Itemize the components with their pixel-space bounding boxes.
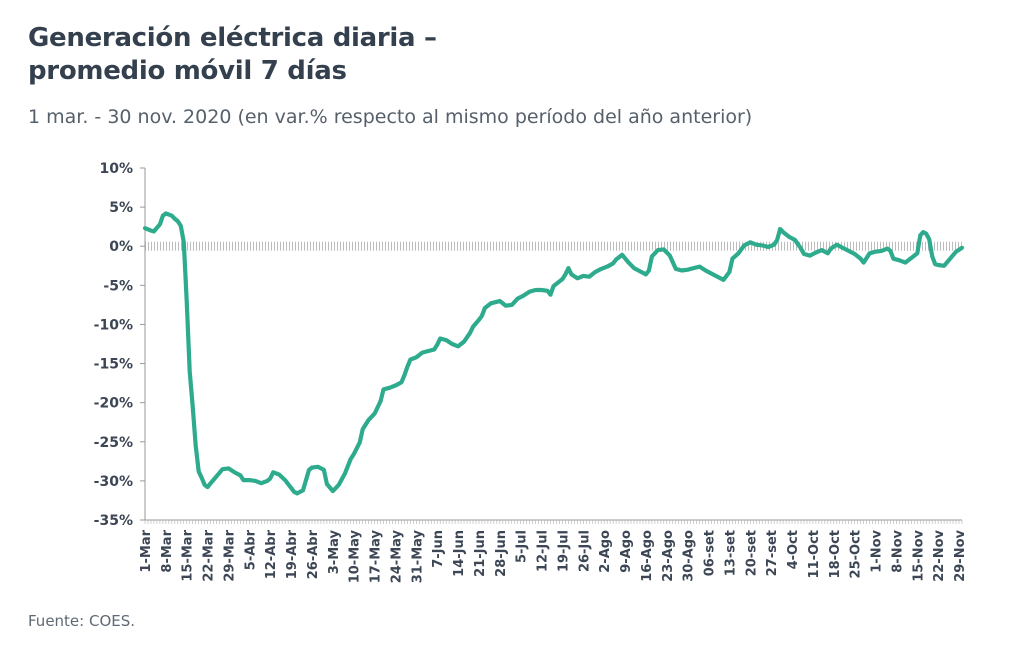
x-tick-label: 20-set	[744, 530, 759, 576]
x-tick-label: 13-set	[723, 530, 738, 576]
x-tick-label: 3-May	[327, 529, 342, 574]
x-tick-label: 4-Oct	[786, 530, 801, 569]
x-axis: 1-Mar 8-Mar 15-Mar 22-Mar 29-Mar 5-Abr 12-Abr 1…	[139, 519, 968, 583]
x-tick-label: 22-Mar	[202, 529, 217, 581]
x-tick-label: 5-Abr	[243, 529, 258, 570]
chart-title-line-1: Generación eléctrica diaria –	[28, 23, 437, 53]
source-note: Fuente: COES.	[28, 612, 136, 630]
x-tick-label: 26-Jul	[577, 530, 592, 572]
x-tick-label: 31-May	[410, 529, 425, 583]
x-tick-label: 15-Mar	[181, 529, 196, 581]
x-tick-label: 16-Ago	[640, 530, 655, 582]
y-tick-label: 0%	[109, 239, 133, 255]
x-tick-label: 2-Ago	[598, 530, 613, 573]
x-tick-label: 11-Oct	[807, 530, 822, 578]
x-tick-label: 21-Jun	[473, 530, 488, 577]
x-tick-label: 7-Jun	[431, 530, 446, 568]
x-tick-label: 29-Nov	[953, 529, 968, 581]
x-tick-label: 27-set	[765, 530, 780, 576]
y-axis: 10% 5% 0% -5% -10% -15% -20% -25% -30% -35%	[94, 161, 146, 529]
chart-title: Generación eléctrica diaria – promedio m…	[28, 22, 437, 88]
x-tick-label: 18-Oct	[828, 530, 843, 578]
x-tick-label: 29-Mar	[222, 529, 237, 581]
x-tick-label: 12-Jul	[536, 530, 551, 572]
y-tick-label: 5%	[109, 200, 133, 216]
x-tick-label: 24-May	[389, 529, 404, 583]
x-tick-label: 10-May	[348, 529, 363, 583]
y-tick-label: -15%	[94, 357, 133, 373]
x-tick-label: 25-Oct	[849, 530, 864, 578]
x-tick-label: 23-Ago	[661, 530, 676, 582]
x-tick-label: 5-Jul	[515, 530, 530, 563]
x-tick-label: 17-May	[369, 529, 384, 583]
y-tick-label: -5%	[103, 278, 133, 294]
series-line-0	[142, 211, 965, 496]
x-tick-label: 1-Mar	[139, 529, 154, 572]
chart-title-line-2: promedio móvil 7 días	[28, 56, 347, 86]
x-tick-label: 1-Nov	[870, 529, 885, 572]
y-tick-label: -35%	[94, 513, 133, 529]
y-tick-label: -30%	[94, 474, 133, 490]
x-tick-label: 19-Abr	[285, 529, 300, 579]
y-tick-label: -25%	[94, 435, 133, 451]
x-tick-label: 26-Abr	[306, 529, 321, 579]
x-tick-label: 22-Nov	[932, 529, 947, 581]
x-tick-label: 8-Nov	[890, 529, 905, 572]
x-tick-label: 06-set	[703, 530, 718, 576]
chart-subtitle: 1 mar. - 30 nov. 2020 (en var.% respecto…	[28, 106, 753, 128]
x-tick-label: 8-Mar	[160, 529, 175, 572]
x-tick-label: 19-Jul	[556, 530, 571, 572]
y-tick-label: 10%	[99, 161, 133, 177]
x-tick-label: 9-Ago	[619, 530, 634, 573]
x-tick-label: 28-Jun	[494, 530, 509, 577]
x-tick-label: 30-Ago	[682, 530, 697, 582]
x-tick-label: 14-Jun	[452, 530, 467, 577]
series-layer	[142, 211, 965, 496]
x-tick-label: 12-Abr	[264, 529, 279, 579]
x-tick-label: 15-Nov	[911, 529, 926, 581]
y-tick-label: -20%	[94, 396, 133, 412]
y-tick-label: -10%	[94, 317, 133, 333]
